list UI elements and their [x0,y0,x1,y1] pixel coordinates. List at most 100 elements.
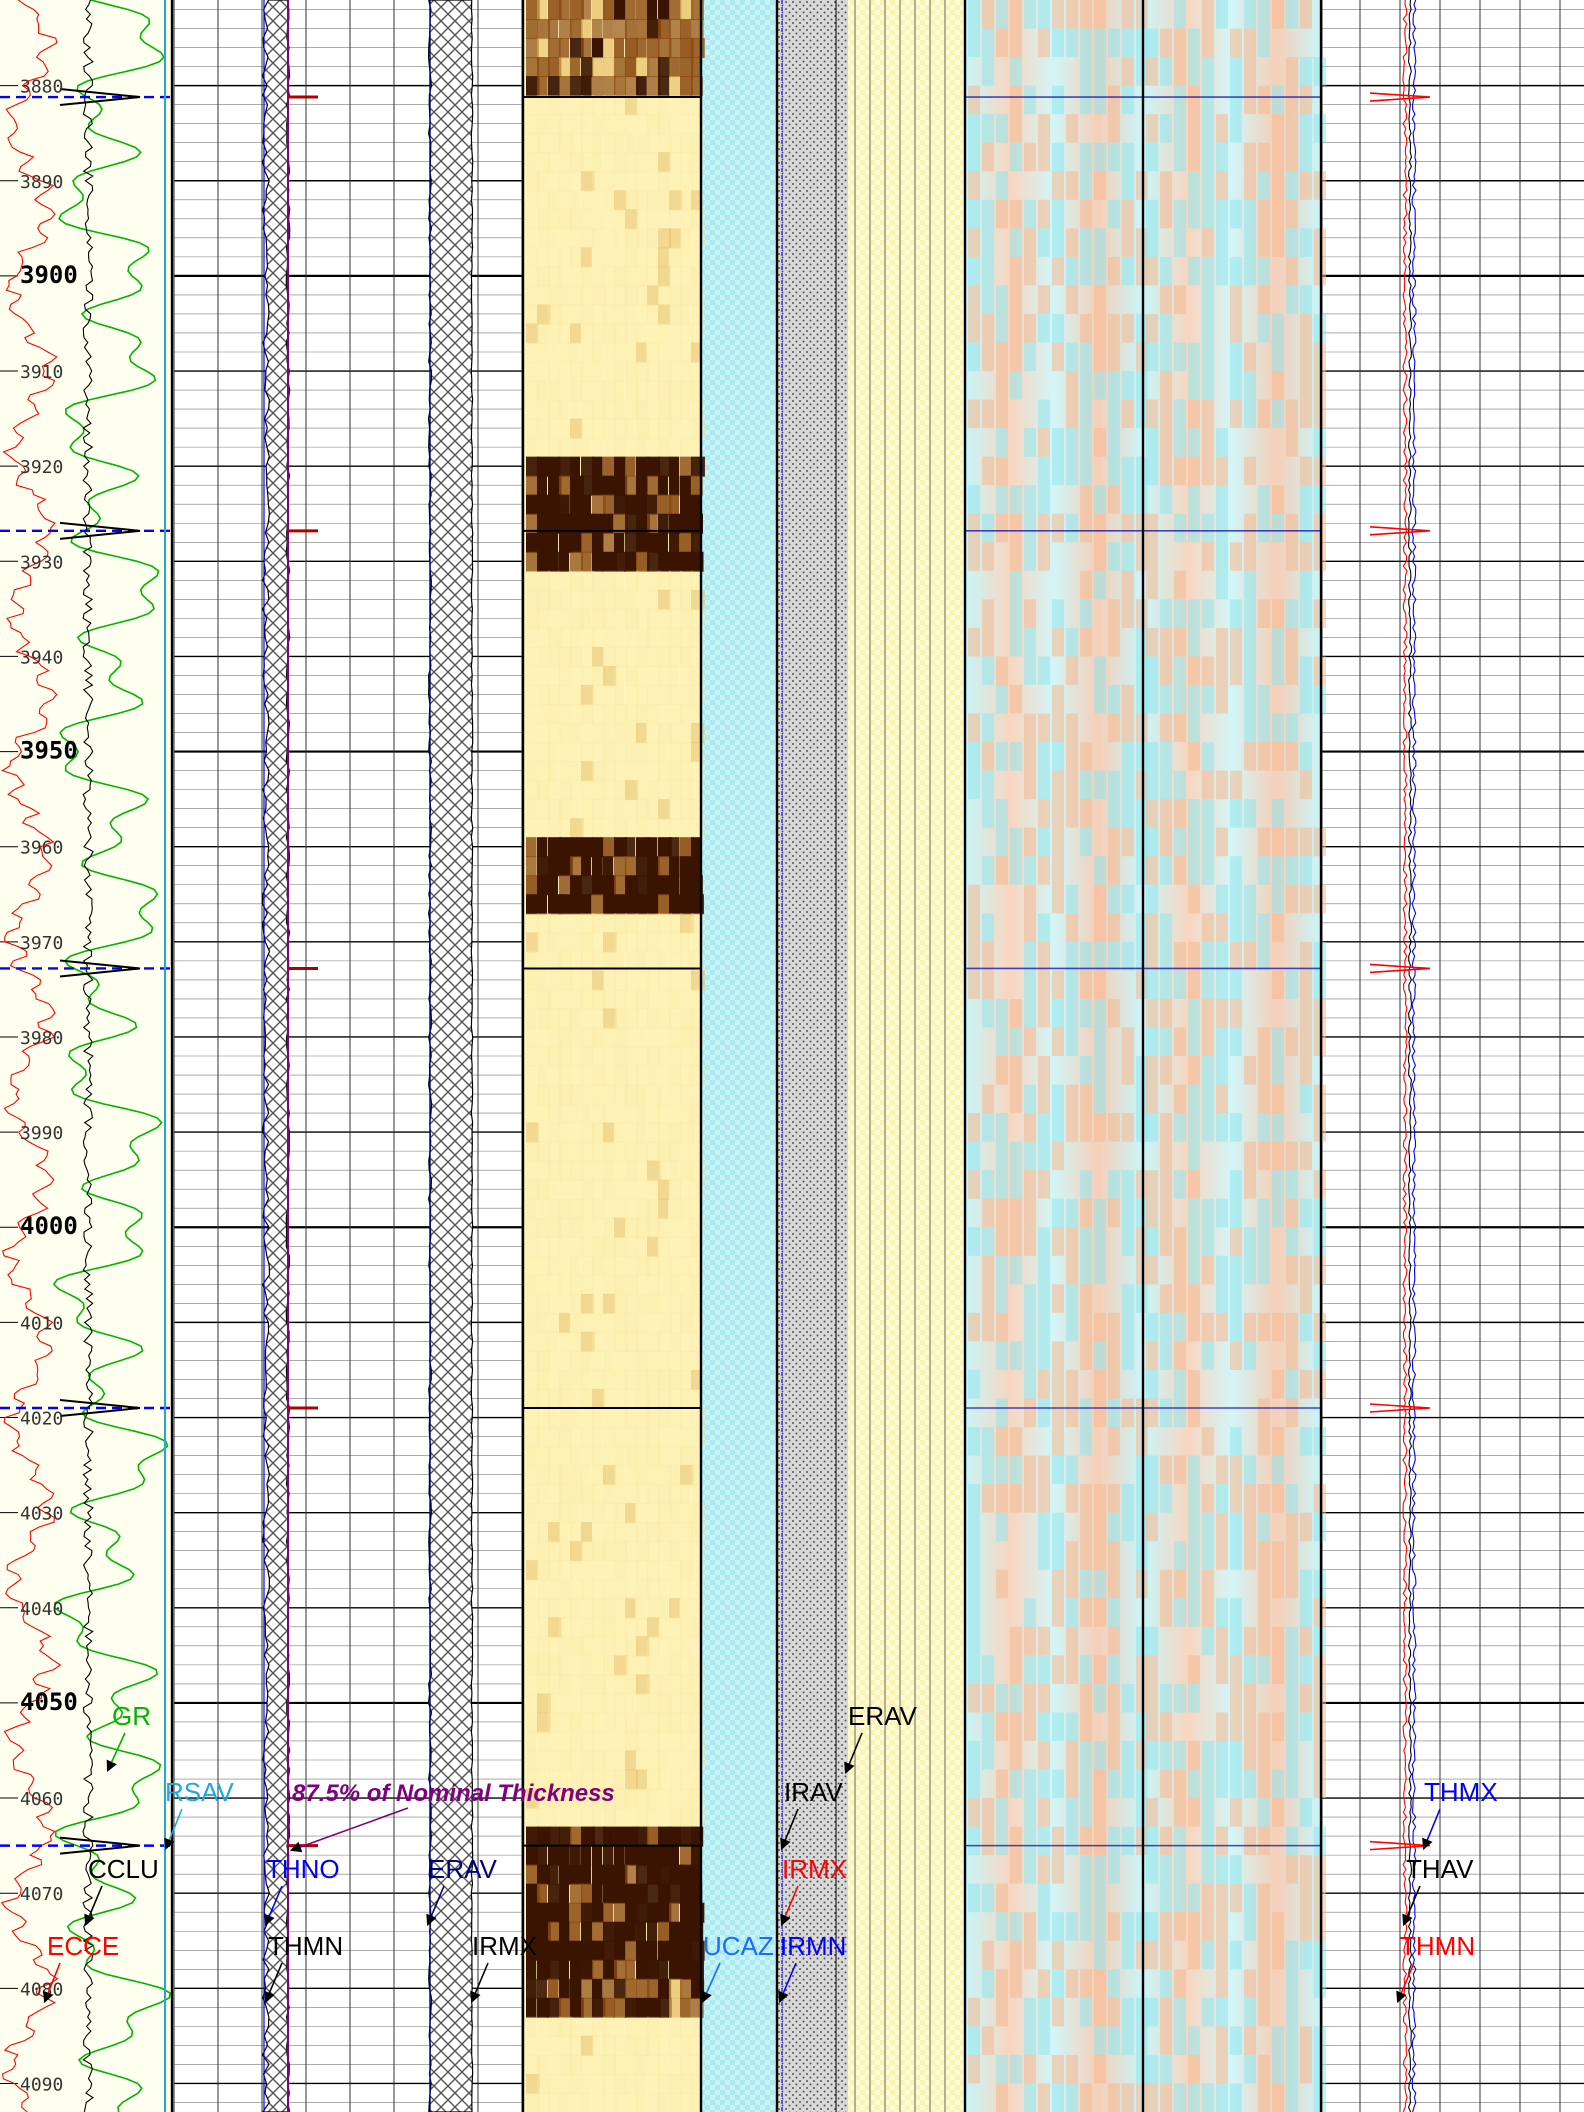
defect-cell [1038,1512,1050,1542]
defect-cell [1024,1769,1036,1799]
image-pixel [570,646,582,667]
image-pixel [658,913,672,934]
image-pixel [537,1446,551,1467]
image-pixel [680,1598,691,1619]
image-pixel [526,1940,540,1961]
image-pixel [581,1122,595,1143]
image-pixel [570,76,583,97]
image-pixel [680,532,694,553]
image-pixel [636,551,650,572]
image-pixel [614,742,627,763]
image-pixel [614,342,626,363]
image-pixel [691,1388,702,1409]
defect-cell [1160,313,1172,343]
image-pixel [647,1978,661,1999]
image-pixel [669,1864,683,1885]
image-pixel [614,932,628,953]
image-pixel [526,57,540,78]
image-pixel [647,1902,661,1923]
defect-cell [1174,941,1186,971]
defect-cell [1094,1855,1106,1884]
depth-label: 4070 [20,1884,63,1905]
defect-cell [1080,1712,1092,1741]
image-pixel [658,38,672,59]
defect-cell [1216,171,1228,200]
defect-cell [996,1912,1008,1941]
image-pixel [537,1027,549,1048]
defect-cell [1216,1084,1228,1114]
image-pixel [691,1331,702,1352]
image-pixel [581,456,594,477]
defect-cell [1230,85,1242,115]
image-pixel [636,513,650,534]
image-pixel [647,1655,658,1676]
defect-cell [1108,1312,1120,1342]
defect-cell [1108,599,1120,628]
image-pixel [537,684,550,705]
image-pixel [680,247,692,268]
defect-cell [1300,1883,1312,1913]
image-pixel [548,1978,559,1999]
defect-cell [1146,1484,1158,1513]
defect-cell [1066,1312,1078,1342]
defect-cell [1024,1027,1036,1056]
defect-cell [1216,1912,1228,1941]
image-pixel [658,1978,672,1999]
defect-cell [1300,1912,1312,1941]
image-pixel [548,837,562,858]
image-pixel [592,761,605,782]
image-pixel [691,856,702,877]
image-pixel [603,856,614,877]
image-pixel [658,1369,671,1390]
defect-cell [1080,1312,1092,1342]
defect-cell [1094,998,1106,1028]
image-pixel [581,1255,595,1276]
defect-cell [996,1056,1008,1085]
image-pixel [537,1864,550,1885]
image-pixel [636,190,648,211]
defect-cell [1108,1826,1120,1856]
defect-cell [1188,114,1200,143]
image-pixel [691,799,703,820]
defect-cell [1094,313,1106,343]
image-pixel [647,437,658,458]
image-pixel [526,570,538,591]
image-pixel [658,1655,672,1676]
image-pixel [559,1769,570,1790]
image-pixel [592,1274,604,1295]
defect-cell [1160,941,1172,971]
image-pixel [614,1027,627,1048]
image-pixel [570,1560,582,1581]
image-pixel [603,761,616,782]
defect-cell [1244,85,1256,115]
defect-cell [996,1798,1008,1827]
image-pixel [636,1198,650,1219]
defect-cell [1216,1312,1228,1342]
image-pixel [548,1179,559,1200]
image-pixel [680,399,691,420]
defect-cell [1286,1484,1298,1513]
image-pixel [581,589,594,610]
image-pixel [680,894,694,915]
defect-cell [1300,1198,1312,1228]
image-pixel [570,1769,583,1790]
defect-cell [1258,1312,1270,1342]
defect-cell [1244,884,1256,914]
image-pixel [581,1388,592,1409]
image-pixel [559,1807,570,1828]
image-pixel [691,970,705,991]
image-pixel [559,2035,573,2056]
defect-cell [1300,313,1312,343]
defect-cell [1272,1541,1284,1570]
image-pixel [669,437,681,458]
image-pixel [625,1369,637,1390]
defect-cell [1216,1284,1228,1313]
defect-cell [1174,1826,1186,1856]
image-pixel [636,989,649,1010]
image-pixel [537,1369,549,1390]
defect-cell [1108,627,1120,657]
defect-cell [1108,256,1120,286]
defect-cell [968,1369,980,1399]
defect-cell [1188,1455,1200,1485]
depth-label: 4000 [20,1212,78,1240]
